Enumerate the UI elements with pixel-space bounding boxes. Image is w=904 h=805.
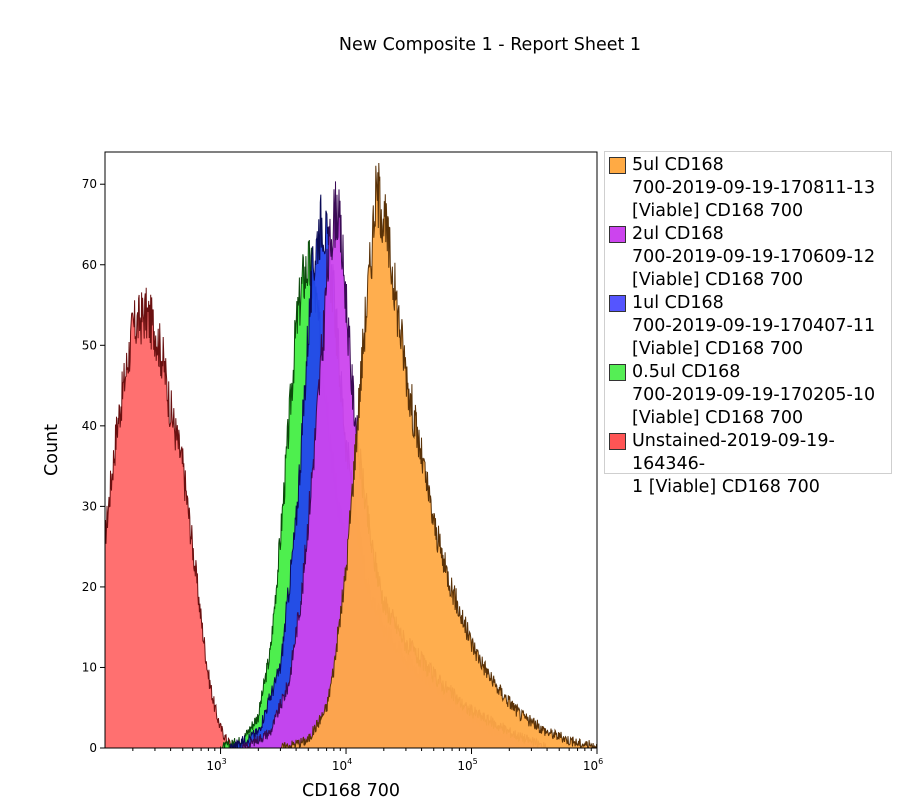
y-tick-label-5: 50 <box>82 338 97 352</box>
legend-swatch-2ul <box>609 226 626 243</box>
series-area-0 <box>105 287 259 748</box>
legend-swatch-5ul <box>609 157 626 174</box>
legend: 5ul CD168 700-2019-09-19-170811-13 [Viab… <box>604 151 892 497</box>
legend-label-5ul: 5ul CD168 700-2019-09-19-170811-13 [Viab… <box>632 155 876 221</box>
x-tick-label-3: 106 <box>583 757 603 773</box>
y-tick-label-3: 30 <box>82 499 97 513</box>
y-axis: 0 10 20 30 40 50 60 70 <box>82 177 105 755</box>
legend-label-2ul: 2ul CD168 700-2019-09-19-170609-12 [Viab… <box>632 224 876 290</box>
plot-area <box>105 162 597 748</box>
x-tick-label-2: 105 <box>457 757 477 773</box>
y-tick-label-0: 0 <box>89 741 97 755</box>
legend-label-0-5ul: 0.5ul CD168 700-2019-09-19-170205-10 [Vi… <box>632 362 876 428</box>
legend-swatch-1ul <box>609 295 626 312</box>
y-tick-label-7: 70 <box>82 177 97 191</box>
plot-frame <box>104 151 598 749</box>
x-tick-label-1: 104 <box>332 757 352 773</box>
y-tick-label-4: 40 <box>82 419 97 433</box>
legend-label-1ul: 1ul CD168 700-2019-09-19-170407-11 [Viab… <box>632 293 876 359</box>
x-tick-label-0: 103 <box>206 757 226 773</box>
series-area-4 <box>280 162 597 748</box>
y-tick-label-1: 10 <box>82 660 97 674</box>
x-axis-label: CD168 700 <box>302 781 400 801</box>
legend-label-unstained: Unstained-2019-09-19-164346- 1 [Viable] … <box>632 431 835 497</box>
chart-title: New Composite 1 - Report Sheet 1 <box>339 35 641 55</box>
legend-swatch-0-5ul <box>609 364 626 381</box>
x-axis: 103 104 105 106 <box>132 748 603 773</box>
legend-swatch-unstained <box>609 433 626 450</box>
y-tick-label-2: 20 <box>82 580 97 594</box>
y-axis-label: Count <box>42 424 62 476</box>
y-tick-label-6: 60 <box>82 258 97 272</box>
